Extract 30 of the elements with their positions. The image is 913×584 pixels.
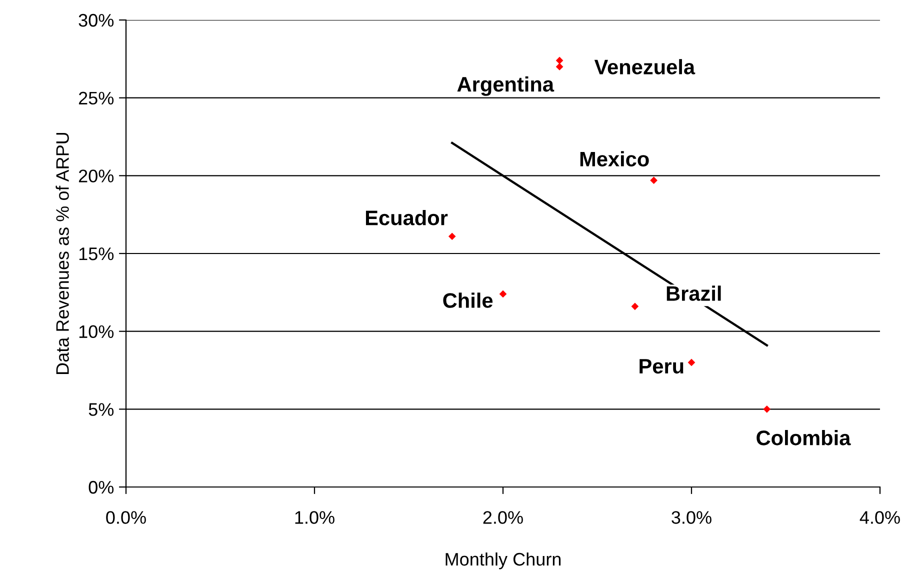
series-label: Argentina [457, 76, 554, 96]
x-tick-label: 3.0% [672, 511, 712, 524]
x-tick-label: 0.0% [106, 511, 146, 524]
series-label: Peru [640, 359, 684, 374]
series-label: Chile [443, 292, 493, 308]
point [448, 232, 456, 240]
point [650, 176, 658, 184]
y-tick-label: 0% [88, 480, 114, 494]
point [499, 290, 507, 298]
x-axis-title: Monthly Churn [446, 552, 561, 570]
y-tick-label: 25% [78, 92, 114, 105]
series-label: Mexico [580, 151, 649, 166]
y-tick-label: 15% [79, 248, 114, 260]
x-tick-label: 4.0% [860, 511, 900, 524]
x-tick-label: 1.0% [295, 511, 334, 524]
point [631, 302, 639, 310]
series-label: Colombia [756, 430, 851, 446]
x-tick-label: 2.0% [483, 511, 523, 524]
point [556, 56, 564, 64]
y-tick-label: 30% [78, 14, 114, 27]
y-tick-label: 10% [79, 325, 114, 338]
y-tick-label: 20% [78, 170, 114, 182]
point [556, 63, 564, 70]
y-axis-title: Data Revenues as % of ARPU [56, 132, 69, 374]
point [688, 358, 696, 366]
series-label: Brazil [666, 286, 721, 301]
point [763, 405, 771, 413]
series-label: Venezuela [594, 59, 696, 74]
y-tick-label: 5% [88, 403, 114, 416]
series-label: Ecuador [366, 210, 448, 226]
